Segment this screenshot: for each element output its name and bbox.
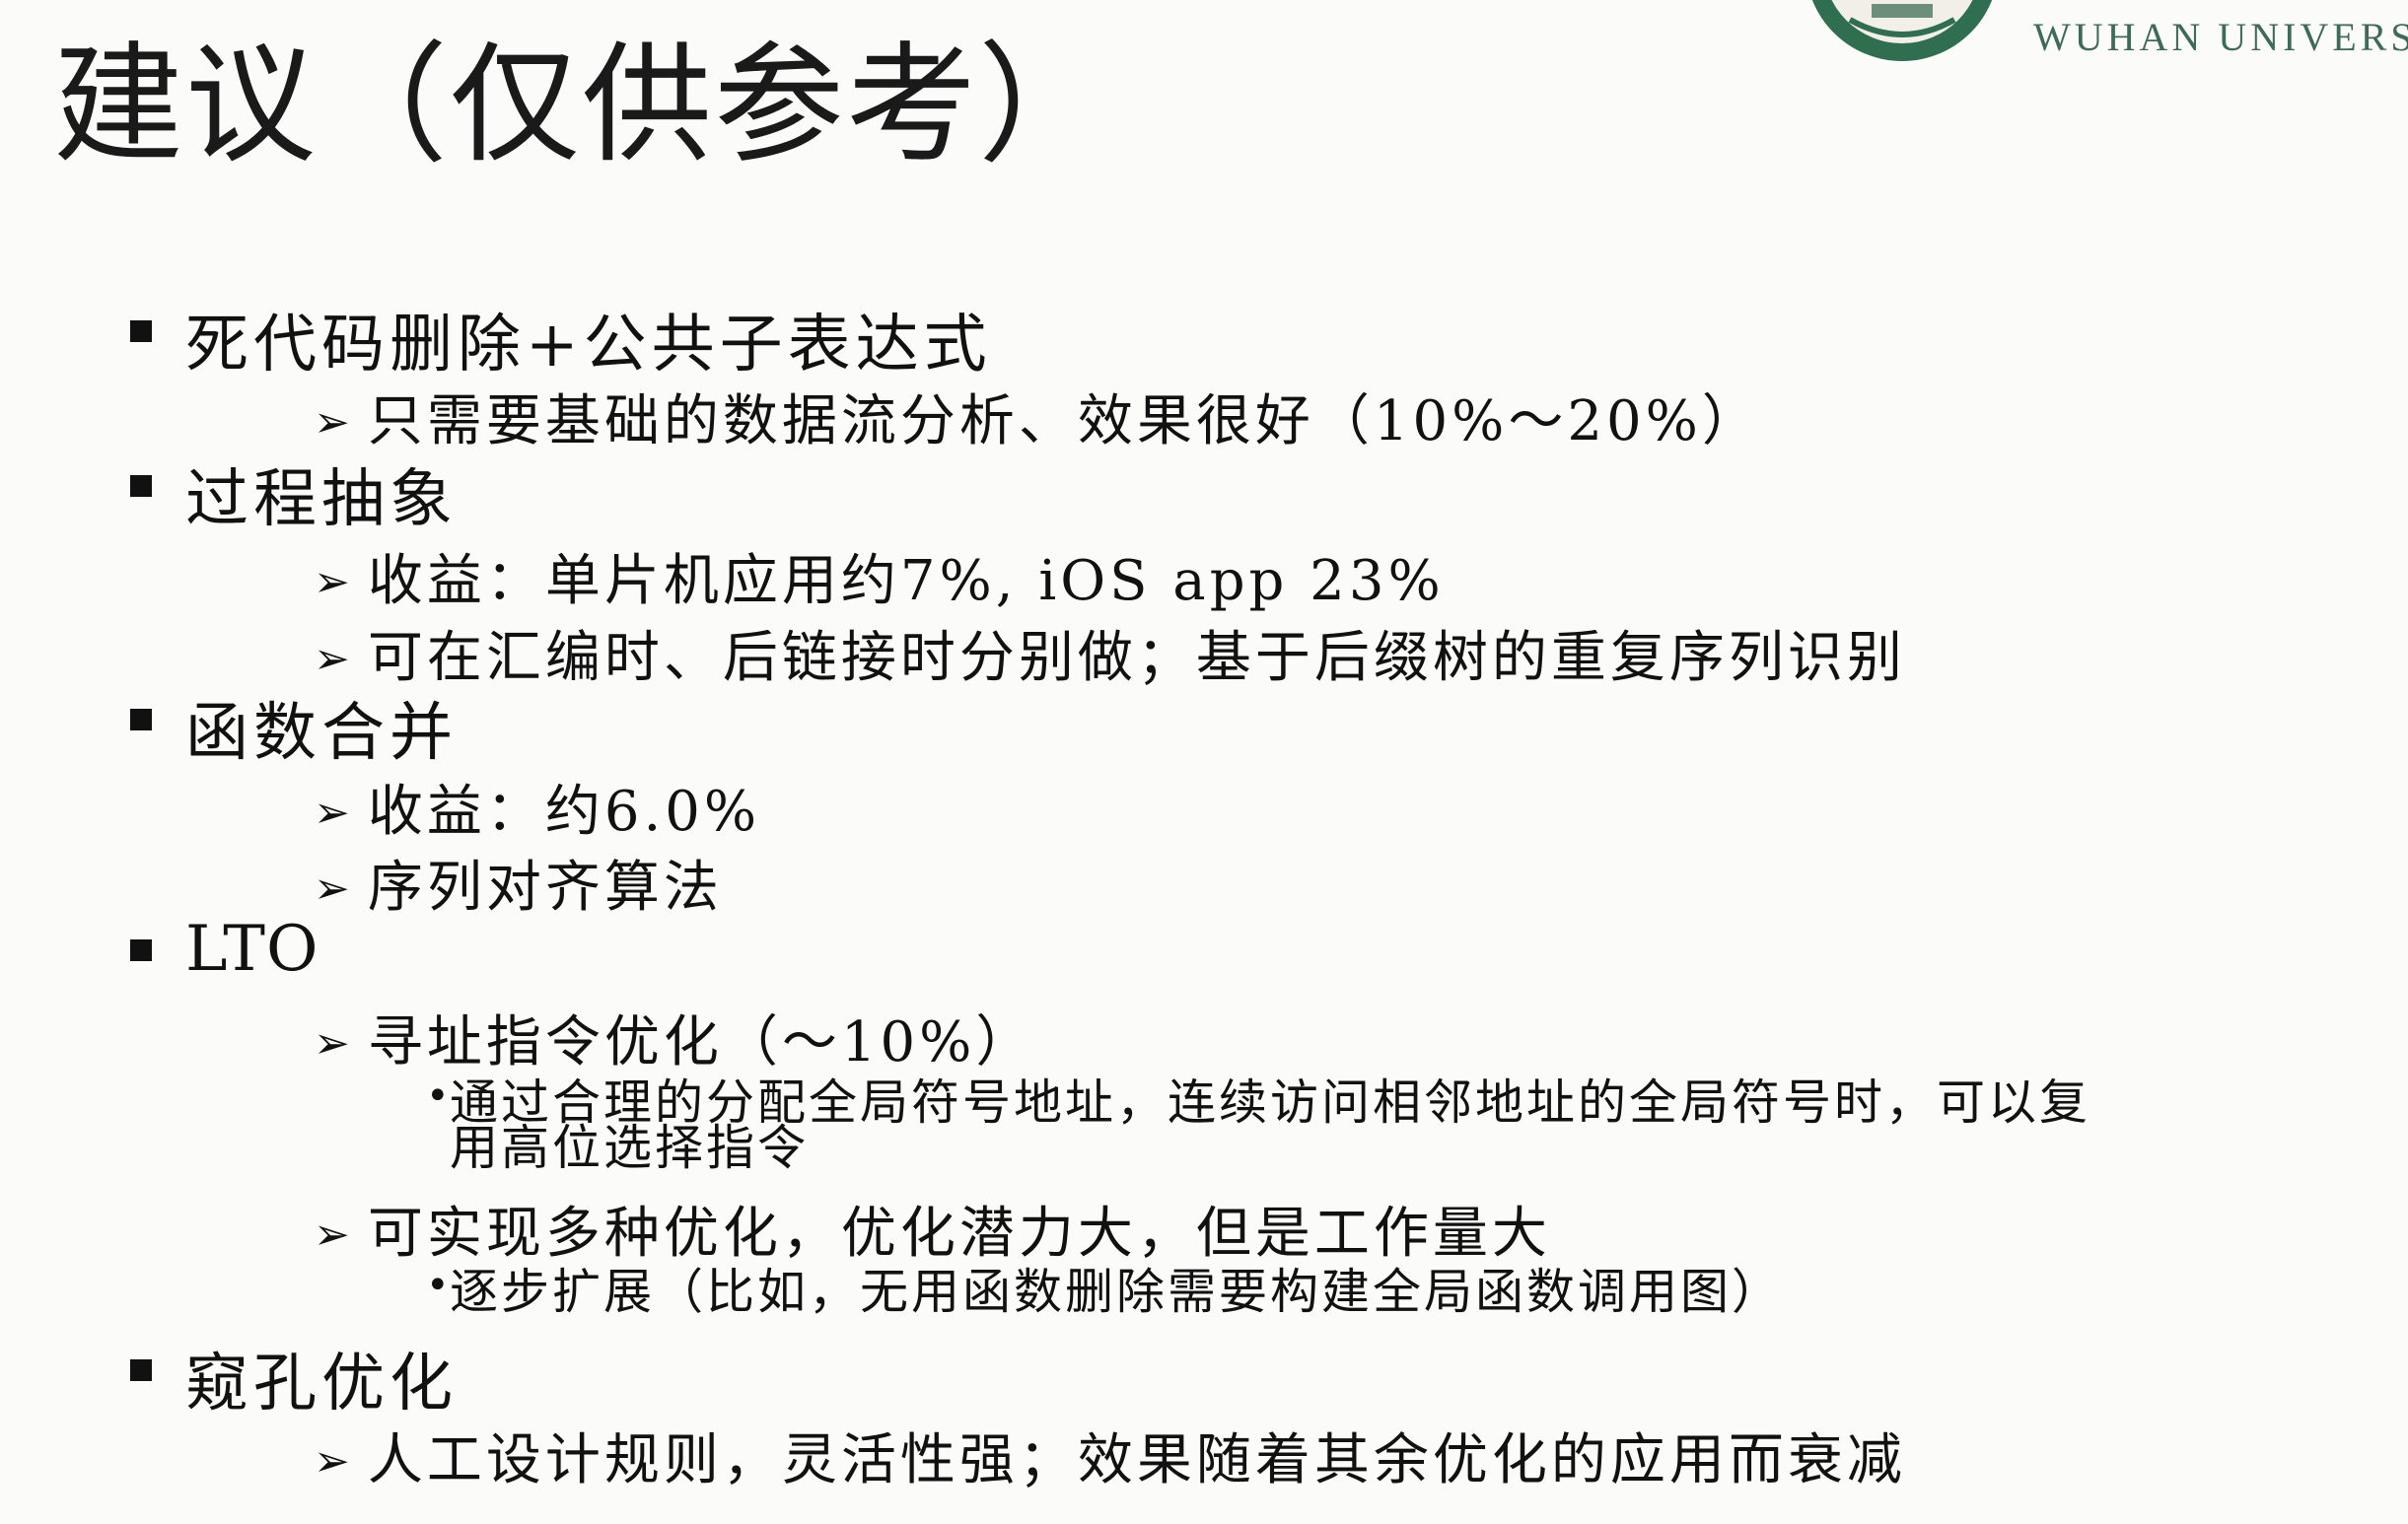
arrow-bullet-icon: ➢ [314,634,354,685]
bullet-item: 过程抽象 [130,449,458,539]
sub-item: ➢ 收益：约6.0% [314,767,760,847]
sub-item-text: 寻址指令优化（～10%） [367,1010,1035,1074]
bullet-item: 函数合并 [130,682,458,773]
detail-point-continuation: 用高位选择指令 [450,1124,809,1172]
slide-title: 建议（仅供参考） [53,30,1110,181]
bullet-text: 函数合并 [185,697,458,770]
arrow-bullet-icon: ➢ [314,1018,354,1070]
detail-point-line: 通过合理的分配全局符号地址，连续访问相邻地址的全局符号时，可以复 [450,1074,2091,1131]
sub-item-text: 序列对齐算法 [367,856,723,920]
square-bullet-icon [130,708,152,730]
university-name: WUHAN UNIVERSITY [2033,15,2408,59]
university-logo [1803,0,2002,63]
sub-item: ➢ 序列对齐算法 [314,843,723,923]
arrow-bullet-icon: ➢ [314,1210,354,1261]
square-bullet-icon [130,474,152,497]
sub-item: ➢ 可在汇编时、后链接时分别做；基于后缀树的重复序列识别 [314,613,1906,693]
bullet-text: 过程抽象 [185,463,458,536]
bullet-item: LTO [130,913,319,986]
detail-point-line: 逐步扩展（比如，无用函数删除需要构建全局函数调用图） [450,1264,1784,1320]
square-bullet-icon [130,938,152,961]
detail-point: • 逐步扩展（比如，无用函数删除需要构建全局函数调用图） [426,1266,1783,1316]
sub-item-text: 只需要基础的数据流分析、效果很好（10%～20%） [367,389,1761,453]
sub-item: ➢ 人工设计规则，灵活性强；效果随着其余优化的应用而衰减 [314,1416,1906,1495]
arrow-bullet-icon: ➢ [314,864,354,915]
sub-item-text: 收益：单片机应用约7%, iOS app 23% [367,549,1445,613]
dot-bullet-icon: • [426,1074,453,1119]
arrow-bullet-icon: ➢ [314,557,354,608]
arrow-bullet-icon: ➢ [314,788,354,839]
bullet-item: 窥孔优化 [130,1333,458,1423]
sub-item: ➢ 可实现多种优化，优化潜力大，但是工作量大 [314,1189,1551,1269]
bullet-text: LTO [185,913,319,986]
sub-item: ➢ 收益：单片机应用约7%, iOS app 23% [314,536,1445,616]
square-bullet-icon [130,1358,152,1381]
sub-item-text: 可在汇编时、后链接时分别做；基于后缀树的重复序列识别 [367,626,1906,690]
sub-item-text: 人工设计规则，灵活性强；效果随着其余优化的应用而衰减 [367,1428,1906,1492]
detail-point: • 通过合理的分配全局符号地址，连续访问相邻地址的全局符号时，可以复 [426,1076,2090,1127]
arrow-bullet-icon: ➢ [314,397,354,449]
sub-item-text: 收益：约6.0% [367,780,761,844]
sub-item: ➢ 只需要基础的数据流分析、效果很好（10%～20%） [314,377,1761,456]
sub-item-text: 可实现多种优化，优化潜力大，但是工作量大 [367,1202,1551,1266]
detail-point-line: 用高位选择指令 [450,1120,810,1176]
bullet-text: 死代码删除+公共子表达式 [185,309,992,381]
bullet-text: 窥孔优化 [185,1348,458,1420]
arrow-bullet-icon: ➢ [314,1436,354,1488]
dot-bullet-icon: • [426,1263,453,1308]
square-bullet-icon [130,319,152,342]
bullet-item: 死代码删除+公共子表达式 [130,294,992,384]
sub-item: ➢ 寻址指令优化（～10%） [314,998,1034,1077]
